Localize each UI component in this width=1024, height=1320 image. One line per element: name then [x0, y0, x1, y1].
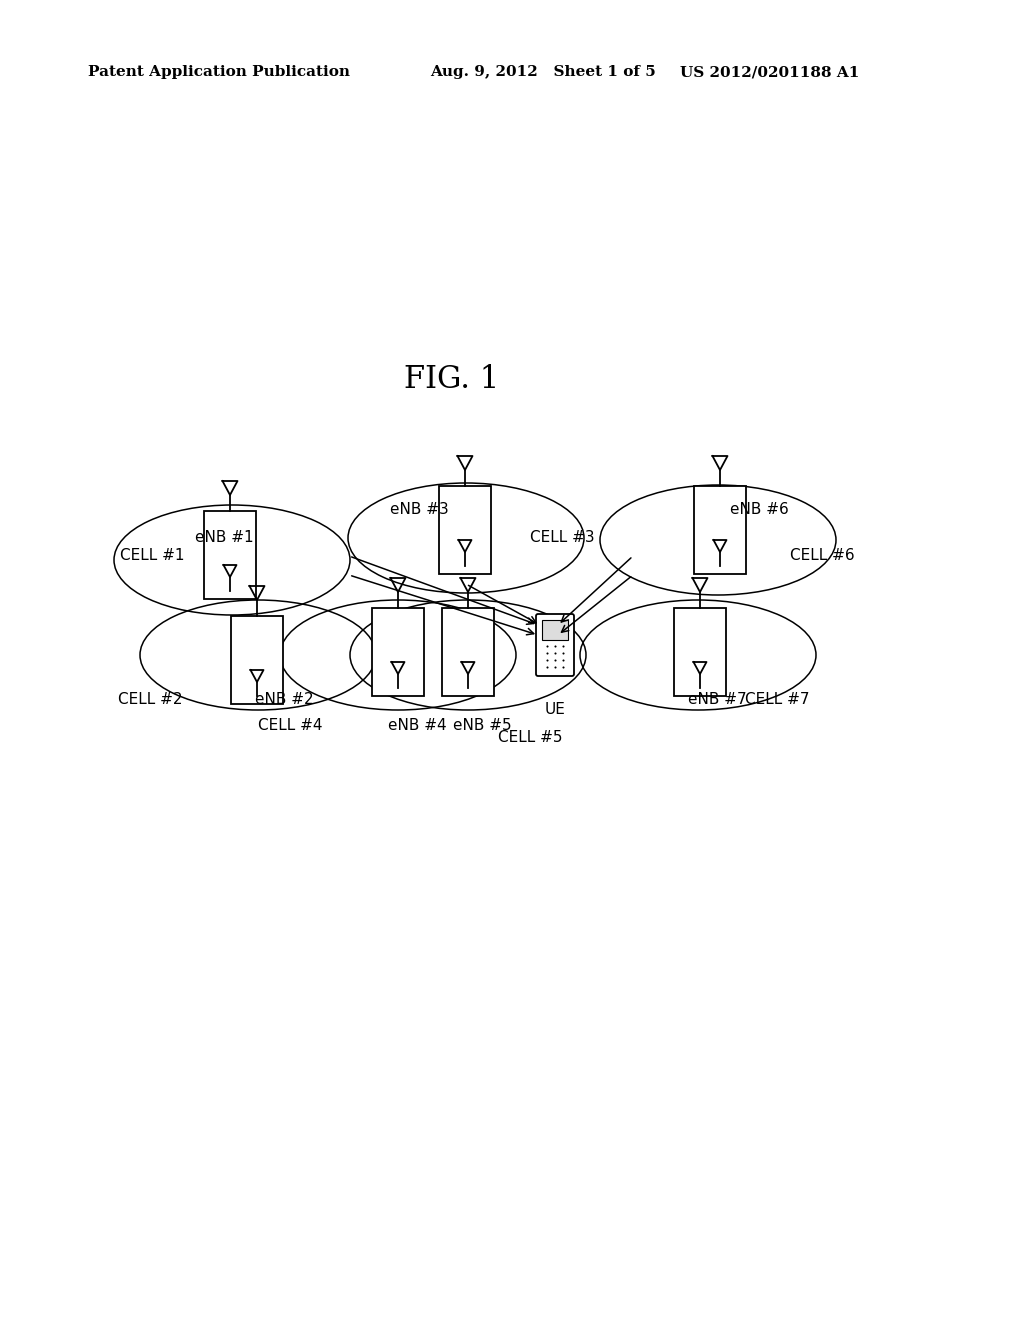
Text: CELL #7: CELL #7	[745, 693, 810, 708]
Bar	[231, 616, 283, 704]
FancyBboxPatch shape	[536, 614, 574, 676]
Bar	[439, 486, 490, 574]
Bar	[694, 486, 746, 574]
Text: CELL #2: CELL #2	[118, 693, 182, 708]
Text: eNB #6: eNB #6	[730, 503, 788, 517]
Text: CELL #1: CELL #1	[120, 548, 184, 562]
Text: Patent Application Publication: Patent Application Publication	[88, 65, 350, 79]
Text: FIG. 1: FIG. 1	[404, 364, 500, 396]
Bar	[542, 620, 568, 640]
Bar	[204, 511, 256, 599]
Bar	[372, 609, 424, 696]
Text: eNB #7: eNB #7	[688, 693, 746, 708]
Text: CELL #4: CELL #4	[258, 718, 323, 734]
Bar	[674, 609, 726, 696]
Text: CELL #5: CELL #5	[498, 730, 562, 744]
Text: CELL #6: CELL #6	[790, 548, 855, 562]
Text: eNB #1: eNB #1	[195, 531, 254, 545]
Text: UE: UE	[545, 702, 565, 717]
Text: US 2012/0201188 A1: US 2012/0201188 A1	[680, 65, 859, 79]
Bar	[442, 609, 494, 696]
Text: eNB #5: eNB #5	[453, 718, 512, 734]
Text: Aug. 9, 2012   Sheet 1 of 5: Aug. 9, 2012 Sheet 1 of 5	[430, 65, 655, 79]
Text: eNB #3: eNB #3	[390, 503, 449, 517]
Text: CELL #3: CELL #3	[530, 529, 595, 544]
Text: eNB #2: eNB #2	[255, 693, 313, 708]
Text: eNB #4: eNB #4	[388, 718, 446, 734]
